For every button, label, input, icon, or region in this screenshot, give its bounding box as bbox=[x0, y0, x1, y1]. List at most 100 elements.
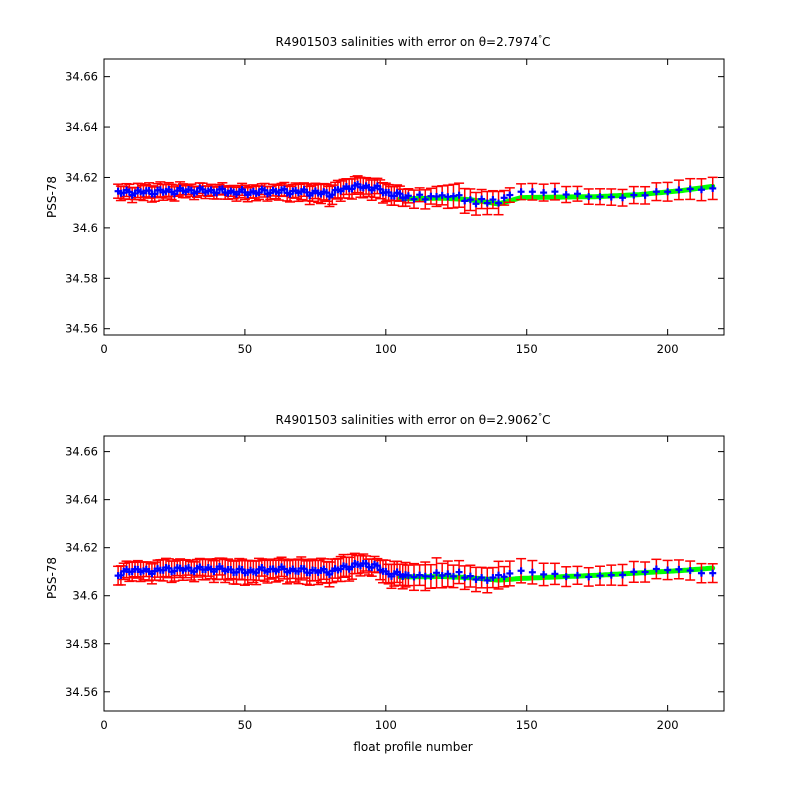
salinity-point bbox=[438, 191, 446, 199]
y-tick-label: 34.66 bbox=[65, 445, 98, 459]
salinity-point bbox=[433, 192, 441, 200]
y-tick-label: 34.64 bbox=[65, 120, 98, 134]
salinity-point bbox=[641, 568, 649, 576]
salinity-point bbox=[619, 571, 627, 579]
salinity-point bbox=[652, 565, 660, 573]
y-tick-label: 34.56 bbox=[65, 685, 98, 699]
plot-frame bbox=[103, 58, 725, 336]
y-tick-label: 34.66 bbox=[65, 70, 98, 84]
salinity-point bbox=[483, 576, 491, 584]
salinity-point bbox=[461, 574, 469, 582]
salinity-point bbox=[489, 196, 497, 204]
salinity-point bbox=[675, 186, 683, 194]
top-panel: R4901503 salinities with error on θ=2.79… bbox=[45, 34, 725, 356]
x-tick-label: 200 bbox=[657, 342, 679, 356]
x-tick-label: 100 bbox=[375, 342, 397, 356]
salinity-point bbox=[280, 185, 288, 193]
salinity-point bbox=[500, 194, 508, 202]
salinity-points bbox=[114, 180, 717, 208]
salinity-point bbox=[449, 572, 457, 580]
salinity-point bbox=[410, 573, 418, 581]
salinity-point bbox=[630, 191, 638, 199]
salinity-point bbox=[585, 193, 593, 201]
salinity-point bbox=[261, 186, 269, 194]
salinity-point bbox=[562, 573, 570, 581]
bottom-chart-title: R4901503 salinities with error on θ=2.90… bbox=[276, 412, 551, 427]
salinity-point bbox=[427, 572, 435, 580]
top-y-axis-label: PSS-78 bbox=[45, 176, 59, 218]
salinity-point bbox=[489, 574, 497, 582]
bottom-y-axis-label: PSS-78 bbox=[45, 557, 59, 599]
salinity-point bbox=[630, 568, 638, 576]
salinity-point bbox=[607, 193, 615, 201]
salinity-point bbox=[455, 568, 463, 576]
salinity-point bbox=[551, 570, 559, 578]
salinity-point bbox=[697, 569, 705, 577]
x-axis-label: float profile number bbox=[353, 740, 472, 754]
salinity-point bbox=[461, 197, 469, 205]
salinity-point bbox=[709, 184, 717, 192]
salinity-point bbox=[495, 199, 503, 207]
y-tick-label: 34.56 bbox=[65, 322, 98, 336]
bottom-title-main: R4901503 salinities with error on θ=2.90… bbox=[276, 413, 539, 427]
salinity-point bbox=[362, 559, 370, 567]
x-tick-label: 200 bbox=[657, 718, 679, 732]
salinity-point bbox=[433, 569, 441, 577]
salinity-point bbox=[517, 188, 525, 196]
bottom-panel: R4901503 salinities with error on θ=2.90… bbox=[45, 412, 725, 754]
salinity-point bbox=[213, 189, 221, 197]
x-tick-label: 0 bbox=[100, 342, 107, 356]
salinity-point bbox=[151, 190, 159, 198]
y-tick-label: 34.58 bbox=[65, 271, 98, 285]
bottom-plot-area: 0 50 100 150 200 34.56 34.58 34.6 34.62 34.64 34.6… bbox=[65, 435, 725, 732]
salinity-point bbox=[585, 573, 593, 581]
salinity-point bbox=[540, 570, 548, 578]
salinity-point bbox=[517, 567, 525, 575]
salinity-point bbox=[404, 192, 412, 200]
salinity-point bbox=[421, 195, 429, 203]
salinity-point bbox=[478, 195, 486, 203]
salinity-point bbox=[325, 570, 333, 578]
salinity-point bbox=[551, 188, 559, 196]
salinity-point bbox=[376, 185, 384, 193]
bottom-title-degree: ° bbox=[538, 412, 542, 421]
salinity-point bbox=[396, 190, 404, 198]
x-tick-label: 50 bbox=[238, 342, 253, 356]
y-tick-label: 34.62 bbox=[65, 541, 98, 555]
salinity-point bbox=[686, 567, 694, 575]
salinity-point bbox=[300, 565, 308, 573]
salinity-point bbox=[193, 188, 201, 196]
bottom-title-unit: C bbox=[542, 413, 550, 427]
salinity-point bbox=[472, 575, 480, 583]
y-tick-label: 34.62 bbox=[65, 170, 98, 184]
x-tick-label: 150 bbox=[516, 342, 538, 356]
salinity-point bbox=[466, 196, 474, 204]
salinity-point bbox=[528, 568, 536, 576]
top-title-main: R4901503 salinities with error on θ=2.79… bbox=[276, 35, 539, 49]
top-title-unit: C bbox=[542, 35, 550, 49]
salinity-point bbox=[483, 199, 491, 207]
salinity-point bbox=[455, 191, 463, 199]
salinity-point bbox=[416, 571, 424, 579]
salinity-point bbox=[466, 572, 474, 580]
y-tick-label: 34.6 bbox=[72, 221, 98, 235]
salinity-point bbox=[506, 191, 514, 199]
salinity-point bbox=[664, 566, 672, 574]
salinity-point bbox=[506, 569, 514, 577]
salinity-point bbox=[562, 191, 570, 199]
calibrated-salinity-line bbox=[397, 183, 716, 207]
salinity-point bbox=[444, 570, 452, 578]
salinity-point bbox=[416, 191, 424, 199]
salinity-point bbox=[373, 562, 381, 570]
salinity-point bbox=[145, 186, 153, 194]
salinity-point bbox=[709, 569, 717, 577]
top-plot-area: 0 50 100 150 200 34.56 34.58 34.6 34.62 34.64 34.6… bbox=[65, 58, 725, 356]
salinity-point bbox=[528, 188, 536, 196]
x-tick-label: 0 bbox=[100, 718, 107, 732]
salinity-point bbox=[596, 572, 604, 580]
salinity-points bbox=[114, 559, 717, 584]
salinity-point bbox=[607, 571, 615, 579]
x-tick-label: 150 bbox=[516, 718, 538, 732]
salinity-point bbox=[573, 190, 581, 198]
